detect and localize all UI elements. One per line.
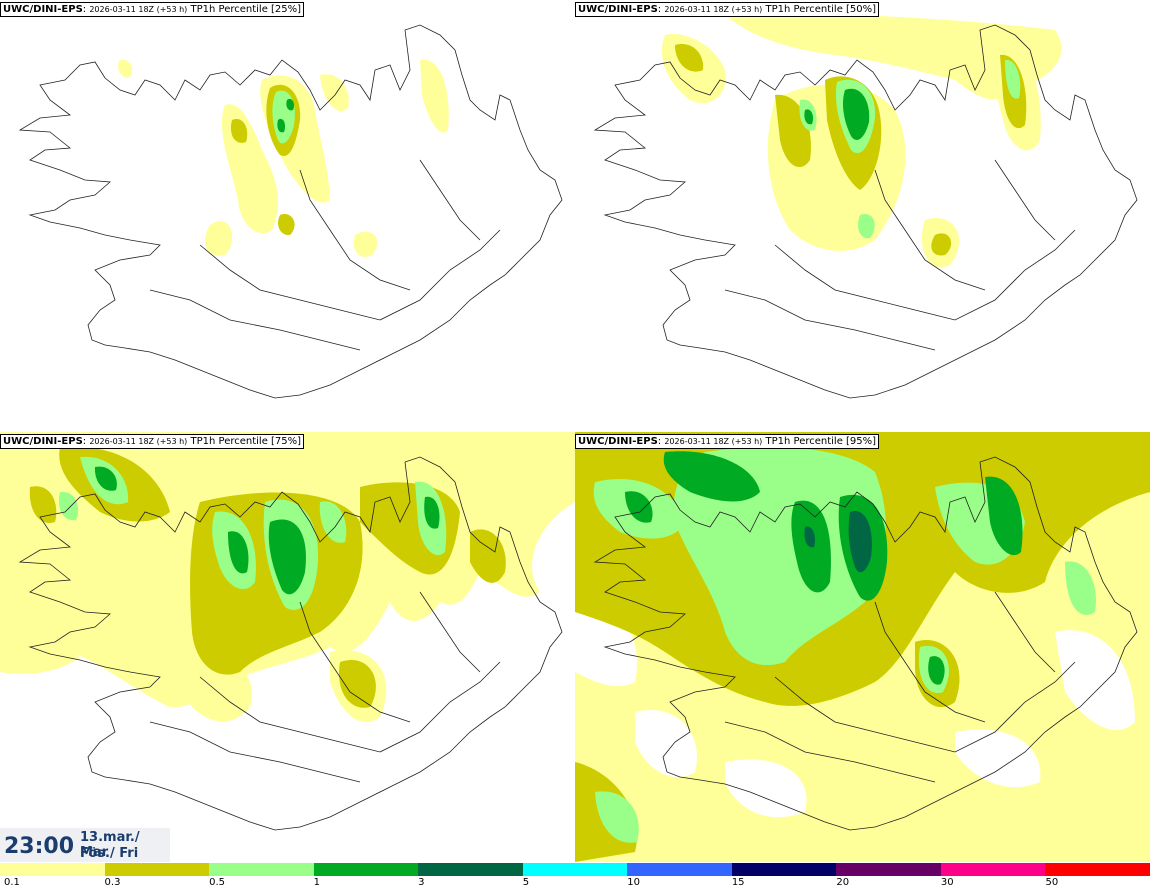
colorbar-segment: [209, 863, 315, 876]
precip-field: [575, 432, 1150, 862]
colorbar-segment: [418, 863, 524, 876]
coastline: [593, 24, 1138, 399]
precip-map: [575, 432, 1150, 862]
valid-time-box: 23:00 13.mar./ Mar Fös./ Fri: [0, 828, 170, 862]
precip-map: [593, 13, 1138, 399]
run-time: 2026-03-11 18Z (+53 h): [89, 5, 188, 14]
colorbar-tick-label: 5: [522, 877, 530, 888]
model-name: UWC/DINI-EPS: [578, 4, 658, 15]
run-time: 2026-03-11 18Z (+53 h): [664, 437, 763, 446]
colorbar: [0, 863, 1150, 876]
field-name: TP1h Percentile [75%]: [190, 436, 302, 447]
colorbar-segment: [731, 863, 837, 876]
model-name: UWC/DINI-EPS: [578, 436, 658, 447]
field-name: TP1h Percentile [50%]: [765, 4, 877, 15]
colorbar-tick-label: 50: [1045, 877, 1059, 888]
precip-field: [661, 13, 1062, 268]
valid-date: 13.mar./ Mar: [80, 830, 140, 860]
colorbar-segment: [836, 863, 942, 876]
field-name: TP1h Percentile [95%]: [765, 436, 877, 447]
panel-title: UWC/DINI-EPS: 2026-03-11 18Z (+53 h) TP1…: [0, 434, 305, 449]
colorbar-tick-label: 30: [940, 877, 954, 888]
model-name: UWC/DINI-EPS: [3, 4, 83, 15]
run-time: 2026-03-11 18Z (+53 h): [89, 437, 188, 446]
colorbar-tick-label: 1: [313, 877, 320, 888]
map-panel-p95: UWC/DINI-EPS: 2026-03-11 18Z (+53 h) TP1…: [575, 432, 1150, 862]
colorbar-segment: [0, 863, 105, 876]
run-time: 2026-03-11 18Z (+53 h): [664, 5, 763, 14]
map-panel-p75: UWC/DINI-EPS: 2026-03-11 18Z (+53 h) TP1…: [0, 432, 575, 862]
colorbar-tick-label: 3: [418, 877, 425, 888]
colorbar-segment: [313, 863, 419, 876]
colorbar-tick-label: 15: [731, 877, 745, 888]
colorbar-tick-label: 0.1: [4, 877, 20, 888]
field-name: TP1h Percentile [25%]: [190, 4, 302, 15]
precip-map: [0, 432, 575, 831]
colorbar-segment: [1045, 863, 1150, 876]
coastline: [18, 456, 563, 831]
colorbar-labels: 0.1 0.3 0.5 1 3 5 10 15 20 30 50: [0, 877, 1150, 891]
valid-weekday: Fös./ Fri: [80, 846, 139, 861]
precip-field: [118, 59, 449, 258]
colorbar-segment: [627, 863, 733, 876]
map-panel-p50: UWC/DINI-EPS: 2026-03-11 18Z (+53 h) TP1…: [575, 0, 1150, 430]
colorbar-tick-label: 20: [836, 877, 850, 888]
panel-title: UWC/DINI-EPS: 2026-03-11 18Z (+53 h) TP1…: [575, 434, 880, 449]
panel-title: UWC/DINI-EPS: 2026-03-11 18Z (+53 h) TP1…: [0, 2, 305, 17]
model-name: UWC/DINI-EPS: [3, 436, 83, 447]
panel-title: UWC/DINI-EPS: 2026-03-11 18Z (+53 h) TP1…: [575, 2, 880, 17]
colorbar-segment: [104, 863, 210, 876]
colorbar-segment: [940, 863, 1046, 876]
colorbar-tick-label: 10: [627, 877, 640, 888]
precip-field: [0, 432, 575, 723]
colorbar-tick-label: 0.3: [104, 877, 121, 888]
colorbar-segment: [522, 863, 628, 876]
colorbar-tick-label: 0.5: [209, 877, 225, 888]
map-panel-p25: UWC/DINI-EPS: 2026-03-11 18Z (+53 h) TP1…: [0, 0, 575, 430]
precip-map: [18, 24, 563, 399]
valid-time: 23:00: [4, 834, 75, 859]
coastline: [593, 456, 1138, 831]
coastline: [18, 24, 563, 399]
